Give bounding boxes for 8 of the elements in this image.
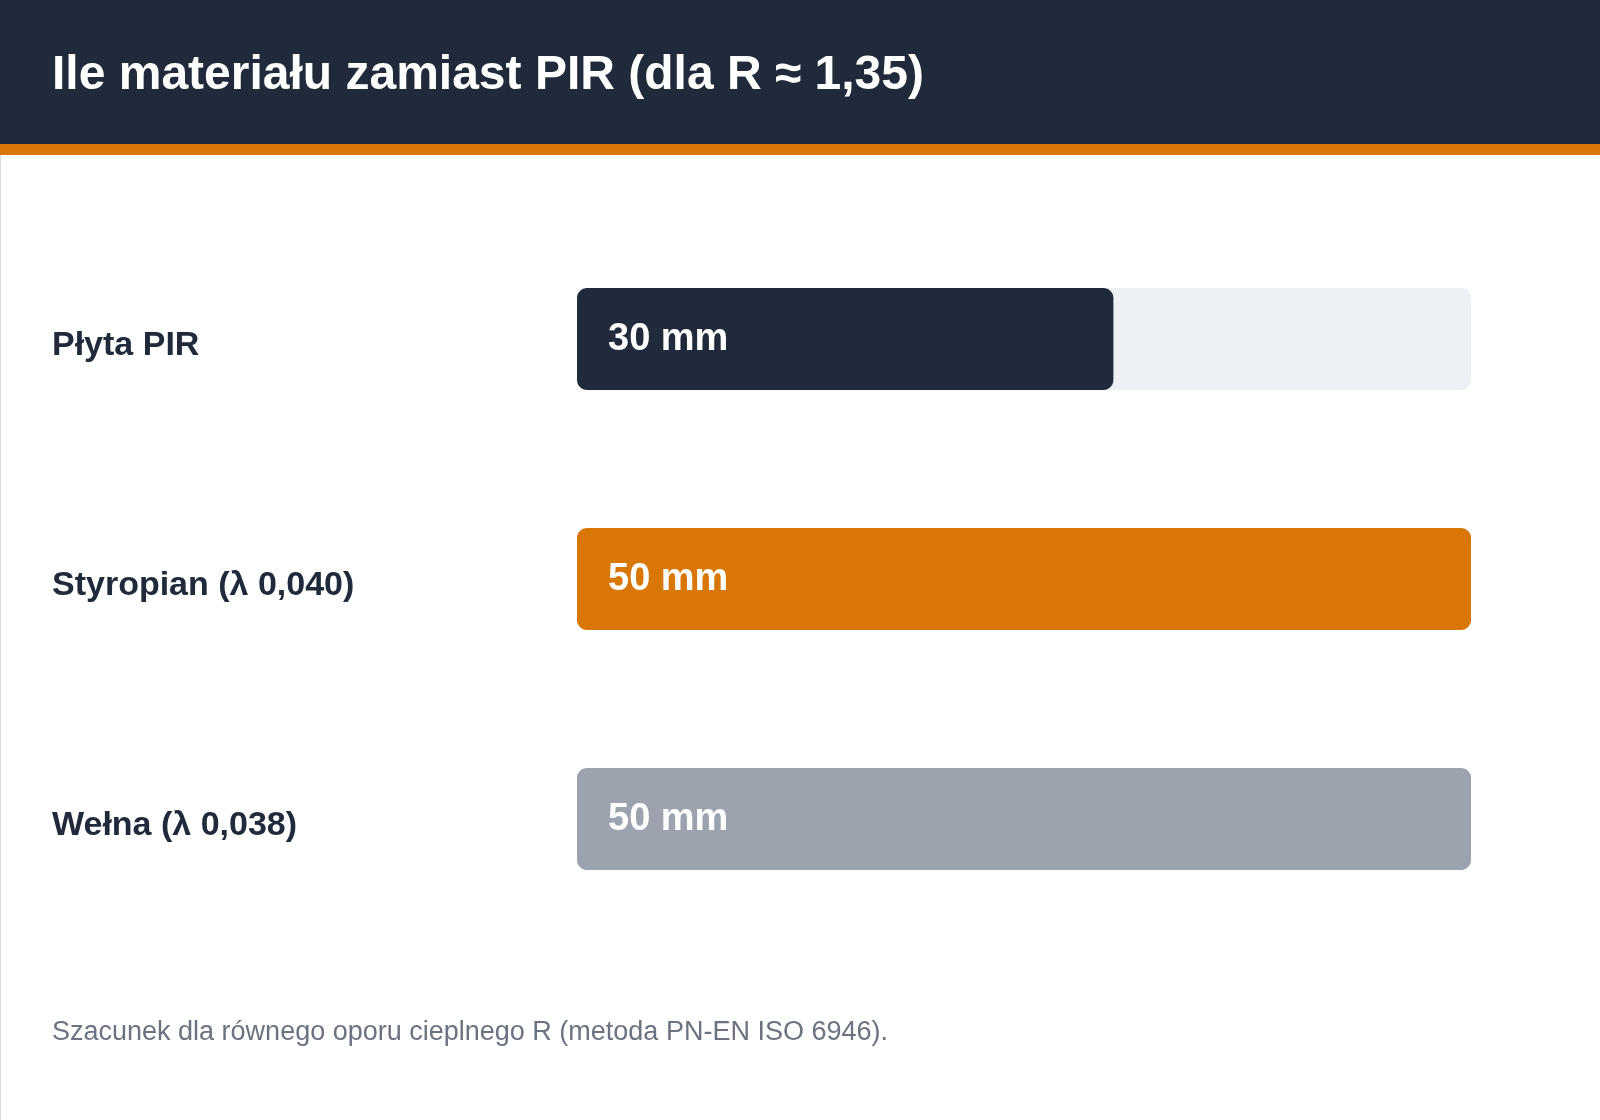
data-label: 50 mm <box>608 796 729 838</box>
chart-title: Ile materiału zamiast PIR (dla R ≈ 1,35) <box>52 46 924 99</box>
y-tick-label: Płyta PIR <box>52 324 200 362</box>
data-label: 30 mm <box>608 316 729 358</box>
data-label: 50 mm <box>608 556 729 598</box>
y-tick-label: Wełna (λ 0,038) <box>52 804 298 842</box>
y-tick-label: Styropian (λ 0,040) <box>52 564 355 602</box>
text: Szacunek dla równego oporu cieplnego R (metoda PN-EN ISO 6946). <box>52 1016 888 1046</box>
